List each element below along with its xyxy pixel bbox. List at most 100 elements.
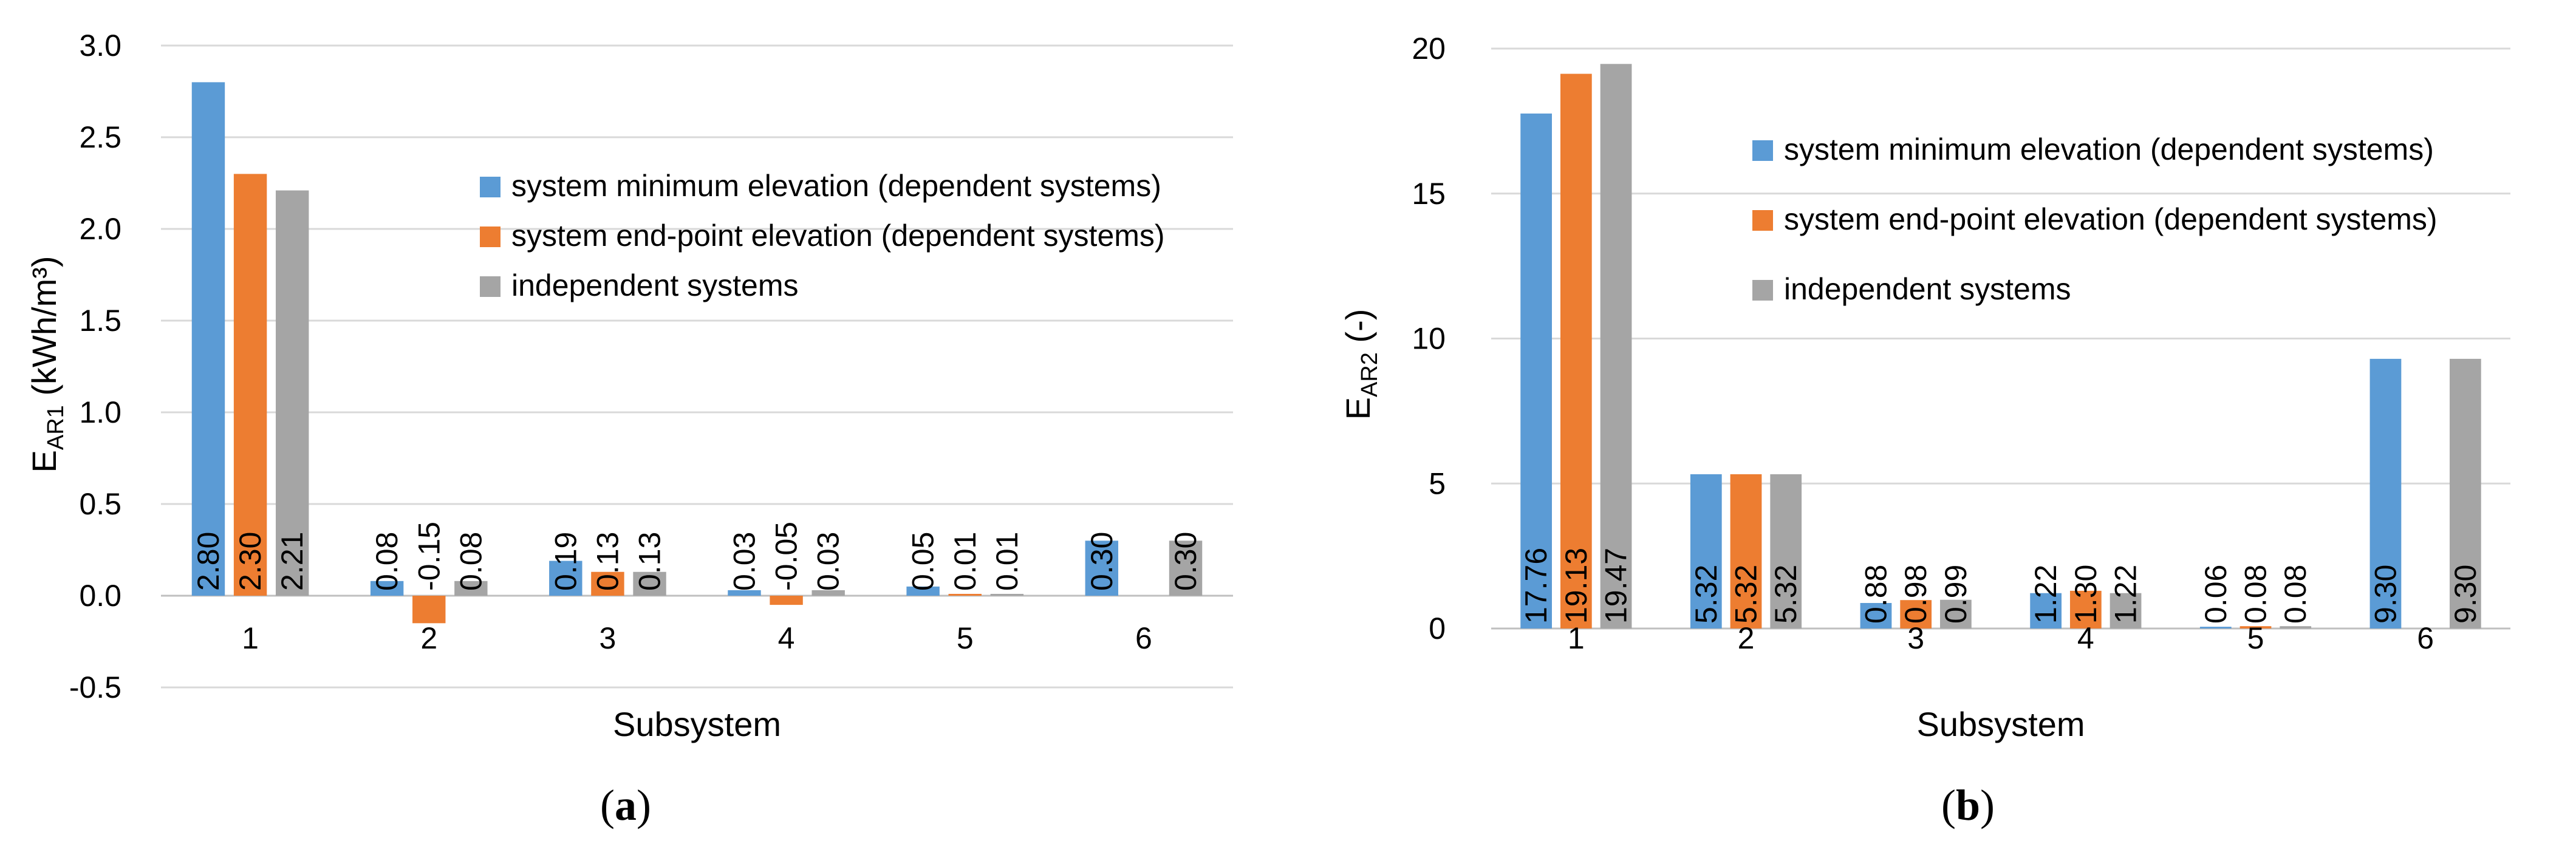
data-label: 9.30	[2448, 565, 2482, 624]
bar	[811, 590, 845, 596]
legend-entry: system end-point elevation (dependent sy…	[511, 219, 1165, 253]
bar	[906, 586, 940, 596]
y-tick-label: 2.0	[79, 212, 121, 246]
panel-label-a: (a)	[600, 781, 651, 829]
y-tick-label: 10	[1412, 322, 1446, 356]
bar	[1730, 474, 1762, 628]
data-label: 0.08	[370, 532, 404, 591]
legend-entry: system minimum elevation (dependent syst…	[1784, 132, 2434, 166]
bar	[2450, 358, 2481, 628]
data-label: 1.22	[2029, 565, 2063, 624]
y-tick-label: 0.0	[79, 579, 121, 613]
bar	[233, 174, 267, 596]
bar	[948, 593, 982, 596]
data-label: 17.76	[1519, 548, 1553, 624]
legend-swatch	[480, 227, 501, 247]
bar	[2069, 590, 2102, 628]
bar	[275, 190, 309, 596]
legend-entry: system minimum elevation (dependent syst…	[511, 169, 1161, 203]
y-axis-title-subscript: AR2	[1357, 352, 1382, 397]
x-tick-label: 4	[778, 621, 795, 655]
y-axis-title-subscript: AR1	[43, 405, 69, 450]
data-label: 0.05	[906, 532, 940, 591]
bar	[412, 596, 446, 624]
bar	[2110, 593, 2142, 628]
x-tick-label: 1	[1568, 621, 1585, 655]
y-axis-title-unit: (-)	[1339, 309, 1377, 353]
y-tick-label: 0.5	[79, 487, 121, 521]
legend-entry: independent systems	[1784, 272, 2071, 306]
data-label: -0.15	[412, 522, 446, 591]
data-label: 0.19	[548, 532, 583, 591]
x-axis-title: Subsystem	[1917, 705, 2085, 743]
data-label: 2.80	[191, 532, 225, 591]
data-label: 0.03	[811, 532, 846, 591]
data-label: 5.32	[1769, 565, 1803, 624]
data-label: 0.08	[2239, 565, 2273, 624]
data-label: 0.30	[1169, 532, 1203, 591]
y-axis-title: EAR2 (-)	[1339, 309, 1382, 420]
y-tick-label: 20	[1412, 32, 1446, 66]
bar	[1169, 540, 1203, 596]
legend: system minimum elevation (dependent syst…	[1752, 132, 2438, 306]
data-label: 0.99	[1939, 565, 1973, 624]
x-tick-label: 1	[242, 621, 259, 655]
x-axis-title: Subsystem	[613, 705, 781, 743]
data-label: 19.47	[1599, 548, 1633, 624]
data-label: -0.05	[770, 522, 804, 591]
data-label: 0.01	[948, 532, 982, 591]
x-tick-label: 5	[2247, 621, 2264, 655]
bar	[1600, 64, 1632, 629]
y-tick-label: 0	[1429, 611, 1446, 646]
bar	[549, 560, 583, 596]
x-tick-label: 6	[2417, 621, 2434, 655]
x-tick-label: 6	[1135, 621, 1152, 655]
data-label: 0.98	[1899, 565, 1933, 624]
bar	[2369, 358, 2402, 628]
legend: system minimum elevation (dependent syst…	[480, 169, 1165, 302]
data-label: 0.01	[990, 532, 1024, 591]
y-tick-label: 1.5	[79, 304, 121, 338]
bar	[770, 596, 803, 605]
y-axis-title-main: E	[25, 450, 63, 472]
y-tick-label: -0.5	[69, 670, 121, 704]
y-axis-title: EAR1 (kWh/m³)	[25, 256, 69, 473]
y-axis-title-unit: (kWh/m³)	[25, 256, 63, 406]
bar	[2280, 626, 2312, 628]
bar	[370, 581, 404, 596]
data-label: 2.30	[233, 532, 267, 591]
legend-swatch	[1752, 280, 1773, 301]
panel-label-b-letter: b	[1955, 781, 1981, 829]
bar	[191, 82, 225, 596]
legend-entry: system end-point elevation (dependent sy…	[1784, 202, 2438, 236]
data-label: 0.06	[2199, 565, 2233, 624]
data-label: 0.08	[454, 532, 488, 591]
data-label: 1.22	[2109, 565, 2143, 624]
data-label: 5.32	[1689, 565, 1723, 624]
data-label: 9.30	[2368, 565, 2402, 624]
y-tick-label: 5	[1429, 466, 1446, 500]
bar	[1770, 474, 1802, 628]
chart-panel-a: -0.5 0.0 0.5 1.0 1.5 2.0 2.5 3.0 2.80 2.30 2.21 1 0.…	[25, 29, 1233, 743]
legend-swatch	[1752, 210, 1773, 231]
bar	[1520, 113, 1552, 628]
x-tick-label: 2	[420, 621, 437, 655]
bar	[2199, 627, 2232, 628]
bar	[1560, 73, 1592, 629]
x-tick-label: 3	[1907, 621, 1924, 655]
bar	[1860, 602, 1892, 628]
legend-swatch	[1752, 140, 1773, 161]
x-tick-label: 5	[957, 621, 974, 655]
x-tick-label: 3	[600, 621, 617, 655]
bar	[1690, 474, 1722, 628]
y-tick-label: 15	[1412, 177, 1446, 211]
bar	[2239, 626, 2272, 628]
y-tick-label: 3.0	[79, 29, 121, 63]
data-label: 5.32	[1729, 565, 1763, 624]
data-label: 0.13	[590, 532, 624, 591]
data-label: 19.13	[1559, 548, 1593, 624]
legend-swatch	[480, 276, 501, 297]
y-axis-title-main: E	[1339, 397, 1377, 420]
